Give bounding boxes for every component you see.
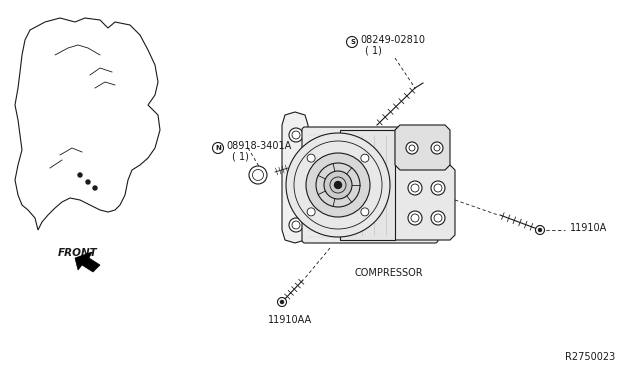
Circle shape [408,211,422,225]
Polygon shape [390,165,455,240]
Text: 11910A: 11910A [570,223,607,233]
Circle shape [307,208,315,216]
Circle shape [280,300,284,304]
Circle shape [335,182,342,189]
Circle shape [289,128,303,142]
Text: COMPRESSOR: COMPRESSOR [355,268,424,278]
Circle shape [361,154,369,162]
Circle shape [431,142,443,154]
Text: 08918-3401A: 08918-3401A [226,141,291,151]
Circle shape [431,181,445,195]
Circle shape [361,208,369,216]
Polygon shape [75,252,100,272]
Text: ( 1): ( 1) [365,45,382,55]
Circle shape [431,211,445,225]
Circle shape [536,225,545,234]
Circle shape [78,173,82,177]
FancyBboxPatch shape [302,127,438,243]
Circle shape [86,180,90,184]
Polygon shape [282,112,308,243]
Circle shape [324,171,352,199]
Circle shape [306,153,370,217]
Circle shape [286,133,390,237]
Circle shape [406,142,418,154]
Text: 11910AA: 11910AA [268,315,312,325]
Circle shape [93,186,97,190]
Circle shape [278,298,287,307]
Text: S: S [351,39,355,45]
Text: N: N [215,145,221,151]
Circle shape [249,166,267,184]
Text: R2750023: R2750023 [565,352,615,362]
Circle shape [307,154,315,162]
Circle shape [408,181,422,195]
Circle shape [538,228,542,232]
Text: ( 1): ( 1) [232,151,249,161]
Text: FRONT: FRONT [58,248,98,258]
Polygon shape [395,125,450,170]
Circle shape [289,218,303,232]
Text: 08249-02810: 08249-02810 [360,35,425,45]
Polygon shape [340,130,395,240]
